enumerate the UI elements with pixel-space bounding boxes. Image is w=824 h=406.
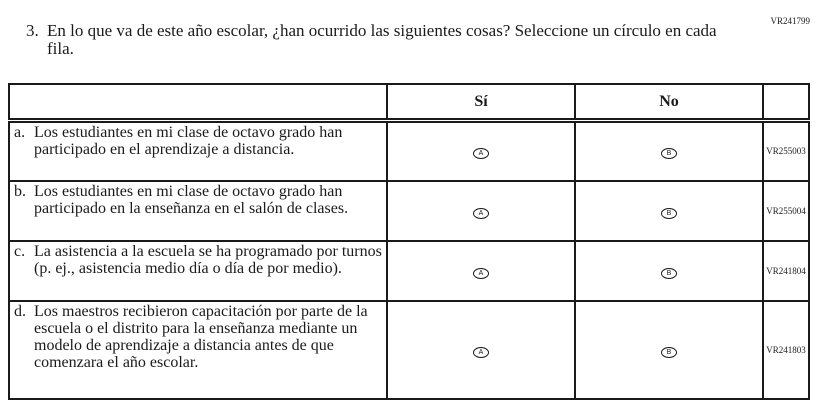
radio-no[interactable]: B <box>661 346 677 358</box>
radio-yes[interactable]: A <box>473 267 489 279</box>
row-text: La asistencia a la escuela se ha program… <box>34 242 382 277</box>
row-text: Los estudiantes en mi clase de octavo gr… <box>34 124 343 158</box>
radio-no[interactable]: B <box>661 267 677 279</box>
row-letter: c. <box>14 242 26 260</box>
row-code: VR241803 <box>762 299 810 400</box>
row-code: VR241804 <box>762 239 810 302</box>
table-row: c. La asistencia a la escuela se ha progr… <box>8 239 810 302</box>
radio-no[interactable]: B <box>661 207 677 219</box>
no-cell: B <box>574 179 764 242</box>
table-row: a. Los estudiantes en mi clase de octavo … <box>8 119 810 182</box>
yes-cell: A <box>386 239 576 302</box>
no-cell: B <box>574 119 764 182</box>
row-label: b. Los estudiantes en mi clase de octavo … <box>8 179 388 242</box>
response-grid: Sí No a. Los estudiantes en mi clase de o… <box>8 83 810 400</box>
row-letter: a. <box>14 124 26 141</box>
radio-yes[interactable]: A <box>473 207 489 219</box>
no-cell: B <box>574 299 764 400</box>
question: 3. En lo que va de este año escolar, ¿ha… <box>26 22 726 58</box>
yes-cell: A <box>386 119 576 182</box>
row-label: a. Los estudiantes en mi clase de octavo … <box>8 119 388 182</box>
row-label: c. La asistencia a la escuela se ha progr… <box>8 239 388 302</box>
row-letter: d. <box>14 302 26 320</box>
radio-yes[interactable]: A <box>473 148 489 160</box>
row-letter: b. <box>14 182 26 200</box>
row-code: VR255004 <box>762 179 810 242</box>
yes-cell: A <box>386 179 576 242</box>
header-yes: Sí <box>386 83 576 123</box>
yes-cell: A <box>386 299 576 400</box>
radio-no[interactable]: B <box>661 148 677 160</box>
header-code <box>762 83 810 123</box>
header-no: No <box>574 83 764 123</box>
question-code: VR241799 <box>770 16 810 26</box>
header-blank <box>8 83 388 123</box>
row-label: d. Los maestros recibieron capacitación p… <box>8 299 388 400</box>
question-text: En lo que va de este año escolar, ¿han o… <box>47 21 717 58</box>
table-row: b. Los estudiantes en mi clase de octavo … <box>8 179 810 242</box>
no-cell: B <box>574 239 764 302</box>
row-text: Los maestros recibieron capacitación por… <box>34 302 368 371</box>
row-text: Los estudiantes en mi clase de octavo gr… <box>34 182 349 217</box>
table-row: d. Los maestros recibieron capacitación p… <box>8 299 810 400</box>
row-code: VR255003 <box>762 119 810 182</box>
radio-yes[interactable]: A <box>473 346 489 358</box>
question-number: 3. <box>26 21 39 40</box>
